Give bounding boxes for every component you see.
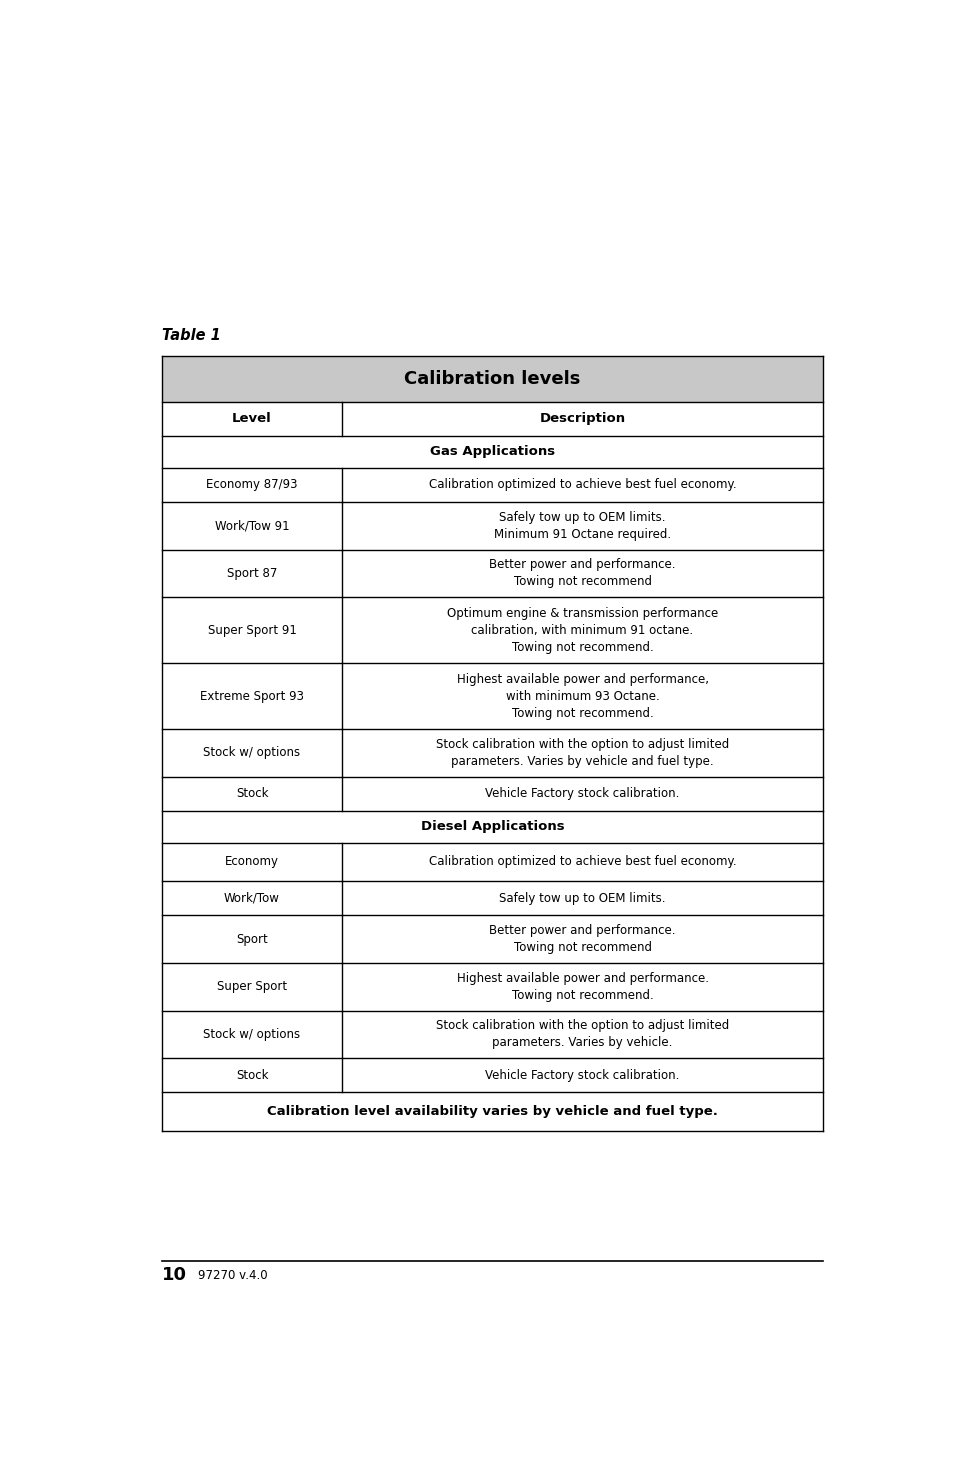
- Bar: [162, 916, 822, 963]
- Bar: [162, 881, 822, 916]
- Bar: [162, 811, 822, 842]
- Bar: [162, 502, 822, 550]
- Text: Super Sport 91: Super Sport 91: [208, 624, 296, 637]
- Text: Economy: Economy: [225, 855, 278, 869]
- Bar: [162, 664, 822, 729]
- Bar: [162, 963, 822, 1010]
- Text: Economy 87/93: Economy 87/93: [206, 478, 297, 491]
- Bar: [162, 777, 822, 811]
- Text: Optimum engine & transmission performance
calibration, with minimum 91 octane.
T: Optimum engine & transmission performanc…: [446, 606, 718, 653]
- Text: Sport: Sport: [236, 932, 268, 945]
- Text: Description: Description: [538, 413, 625, 425]
- Text: Calibration optimized to achieve best fuel economy.: Calibration optimized to achieve best fu…: [428, 478, 736, 491]
- Text: Work/Tow 91: Work/Tow 91: [214, 519, 289, 532]
- Text: Work/Tow: Work/Tow: [224, 892, 279, 904]
- Text: Highest available power and performance.
Towing not recommend.: Highest available power and performance.…: [456, 972, 708, 1002]
- Text: Stock calibration with the option to adjust limited
parameters. Varies by vehicl: Stock calibration with the option to adj…: [436, 1019, 728, 1050]
- Text: Safely tow up to OEM limits.: Safely tow up to OEM limits.: [498, 892, 665, 904]
- Text: Table 1: Table 1: [162, 327, 221, 342]
- Text: Stock w/ options: Stock w/ options: [203, 746, 300, 760]
- Text: Better power and performance.
Towing not recommend: Better power and performance. Towing not…: [489, 559, 675, 589]
- Text: Stock w/ options: Stock w/ options: [203, 1028, 300, 1041]
- Text: 97270 v.4.0: 97270 v.4.0: [197, 1268, 267, 1282]
- Text: Extreme Sport 93: Extreme Sport 93: [200, 689, 304, 702]
- Text: Calibration level availability varies by vehicle and fuel type.: Calibration level availability varies by…: [267, 1105, 718, 1118]
- Bar: [162, 1093, 822, 1131]
- Text: Highest available power and performance,
with minimum 93 Octane.
Towing not reco: Highest available power and performance,…: [456, 673, 708, 720]
- Text: Vehicle Factory stock calibration.: Vehicle Factory stock calibration.: [485, 1069, 679, 1081]
- Bar: [162, 1010, 822, 1059]
- Text: 10: 10: [162, 1266, 187, 1285]
- Text: Vehicle Factory stock calibration.: Vehicle Factory stock calibration.: [485, 788, 679, 801]
- Text: Diesel Applications: Diesel Applications: [420, 820, 564, 833]
- Bar: [162, 437, 822, 468]
- Bar: [162, 550, 822, 597]
- Text: Gas Applications: Gas Applications: [430, 445, 555, 459]
- Text: Stock: Stock: [235, 788, 268, 801]
- Bar: [162, 401, 822, 437]
- Text: Calibration levels: Calibration levels: [404, 370, 580, 388]
- Bar: [162, 1059, 822, 1093]
- Bar: [162, 357, 822, 401]
- Bar: [162, 729, 822, 777]
- Bar: [162, 842, 822, 881]
- Bar: [162, 468, 822, 502]
- Bar: [162, 597, 822, 664]
- Text: Sport 87: Sport 87: [227, 566, 277, 580]
- Text: Safely tow up to OEM limits.
Minimum 91 Octane required.: Safely tow up to OEM limits. Minimum 91 …: [494, 510, 670, 541]
- Text: Better power and performance.
Towing not recommend: Better power and performance. Towing not…: [489, 925, 675, 954]
- Text: Calibration optimized to achieve best fuel economy.: Calibration optimized to achieve best fu…: [428, 855, 736, 869]
- Text: Super Sport: Super Sport: [216, 981, 287, 993]
- Text: Stock: Stock: [235, 1069, 268, 1081]
- Text: Level: Level: [232, 413, 272, 425]
- Text: Stock calibration with the option to adjust limited
parameters. Varies by vehicl: Stock calibration with the option to adj…: [436, 738, 728, 768]
